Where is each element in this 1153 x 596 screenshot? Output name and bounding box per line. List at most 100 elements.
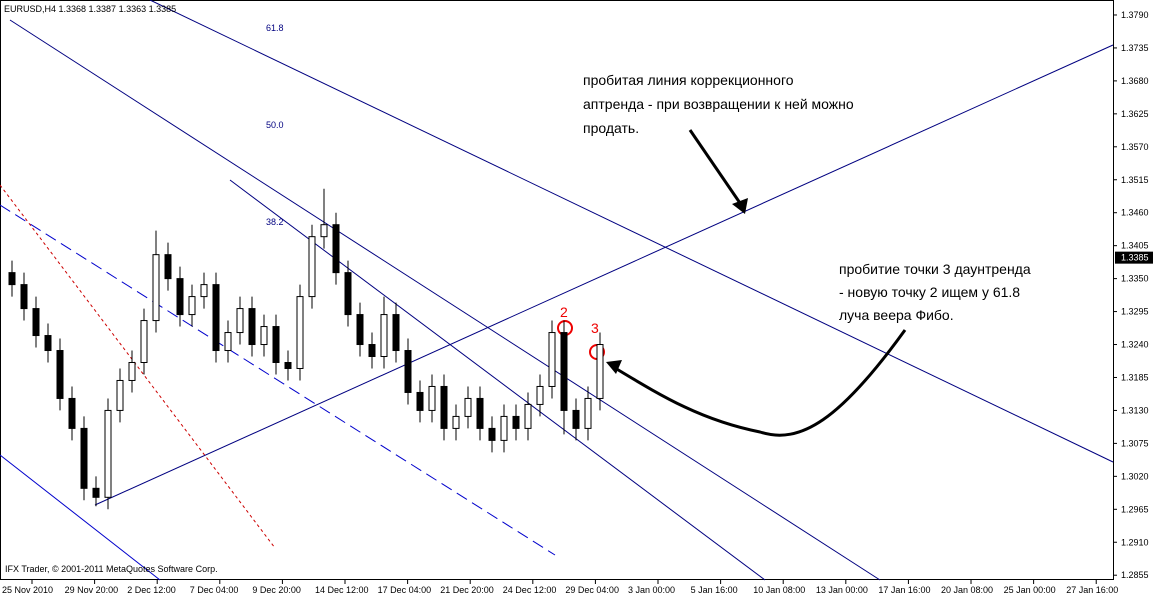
candle-body [308, 236, 316, 298]
note-line: пробитая линия коррекционного [583, 72, 794, 88]
candle-body [80, 427, 88, 489]
current-price-box [1115, 251, 1153, 264]
y-tick-label: 1.3735 [1121, 43, 1149, 53]
y-tick-label: 1.3790 [1121, 10, 1149, 20]
candle-body [380, 314, 388, 358]
note-line: продать. [583, 120, 639, 136]
candle-body [452, 415, 460, 429]
uptrend-line [94, 44, 1114, 506]
candle-body [416, 391, 424, 411]
candle-body [356, 314, 364, 346]
x-tick-label: 27 Jan 16:00 [1066, 585, 1118, 595]
curved-arrow [614, 329, 907, 437]
y-tick-label: 1.3515 [1121, 175, 1149, 185]
fibo-fan-382 [229, 179, 766, 581]
candle-body [68, 397, 76, 429]
point-label: 2 [560, 304, 568, 320]
y-tick-label: 1.3625 [1121, 109, 1149, 119]
fibo-label: 38.2 [266, 217, 284, 227]
candle-body [344, 272, 352, 316]
y-tick-label: 1.2910 [1121, 537, 1149, 547]
candle-body [224, 332, 232, 352]
candle-body [56, 350, 64, 399]
candle-body [500, 415, 508, 441]
y-tick-label: 1.3350 [1121, 274, 1149, 284]
candle-body [536, 385, 544, 405]
drawings [0, 0, 1114, 581]
x-tick-label: 24 Dec 12:00 [503, 585, 557, 595]
candle-body [320, 224, 328, 238]
fibo-fan-618 [149, 0, 1114, 463]
candle-body [392, 314, 400, 352]
candle-body [548, 332, 556, 387]
y-tick-label: 1.3405 [1121, 241, 1149, 251]
fibo-label: 50.0 [266, 120, 284, 130]
candle-body [176, 278, 184, 316]
y-tick-label: 1.3460 [1121, 208, 1149, 218]
x-tick-label: 17 Jan 16:00 [878, 585, 930, 595]
x-tick-label: 20 Jan 08:00 [941, 585, 993, 595]
x-tick-label: 29 Nov 20:00 [65, 585, 119, 595]
candle-body [260, 326, 268, 346]
x-tick-label: 7 Dec 04:00 [190, 585, 239, 595]
copyright: IFX Trader, © 2001-2011 MetaQuotes Softw… [5, 564, 218, 574]
candle-body [236, 308, 244, 334]
candle-body [128, 362, 136, 381]
candle-body [572, 409, 580, 429]
x-tick-label: 14 Dec 12:00 [315, 585, 369, 595]
note-line: - новую точку 2 ищем у 61.8 [839, 284, 1020, 300]
candle-body [368, 344, 376, 358]
header: EURUSD,H4 1.3368 1.3387 1.3363 1.3385 [4, 4, 176, 14]
candle-body [272, 326, 280, 364]
candle-body [440, 385, 448, 429]
arrow-shaft [688, 129, 744, 207]
candle-body [476, 397, 484, 429]
x-tick-label: 9 Dec 20:00 [252, 585, 301, 595]
y-tick-label: 1.3680 [1121, 76, 1149, 86]
candle-body [164, 254, 172, 280]
y-tick-label: 1.2965 [1121, 504, 1149, 514]
x-tick-label: 3 Jan 00:00 [628, 585, 675, 595]
plot-frame [0, 0, 1114, 580]
current-price-label: 1.3385 [1121, 253, 1149, 263]
note-line: аптренда - при возвращении к ней можно [583, 96, 854, 112]
y-tick-label: 1.2855 [1121, 570, 1149, 580]
x-tick-label: 10 Jan 08:00 [753, 585, 805, 595]
y-tick-label: 1.3075 [1121, 438, 1149, 448]
x-tick-label: 5 Jan 16:00 [691, 585, 738, 595]
point-label: 3 [591, 320, 599, 336]
candle-body [284, 362, 292, 369]
candle-body [200, 284, 208, 298]
candle-body [560, 332, 568, 411]
y-tick-label: 1.3570 [1121, 142, 1149, 152]
red-dotted-line [0, 184, 276, 549]
candle-body [104, 409, 112, 498]
candle-body [596, 344, 604, 399]
x-tick-label: 2 Dec 12:00 [127, 585, 176, 595]
x-tick-label: 25 Jan 00:00 [1004, 585, 1056, 595]
candle-body [32, 308, 40, 337]
channel-line [0, 454, 161, 581]
candle-body [20, 284, 28, 310]
candle-body [296, 296, 304, 369]
candle-body [212, 284, 220, 352]
candle-body [584, 397, 592, 429]
candle-body [248, 308, 256, 346]
fibo-label: 61.8 [266, 23, 284, 33]
y-tick-label: 1.3130 [1121, 405, 1149, 415]
candle-body [428, 385, 436, 411]
arrow-head [732, 198, 748, 214]
y-tick-label: 1.3295 [1121, 307, 1149, 317]
candle-body [464, 397, 472, 417]
note-line: пробитие точки 3 даунтренда [839, 261, 1031, 277]
y-tick-label: 1.3240 [1121, 340, 1149, 350]
channel-dashed [0, 204, 556, 556]
candle-body [404, 350, 412, 393]
fibo-fan-500 [9, 19, 881, 581]
x-tick-label: 17 Dec 04:00 [378, 585, 432, 595]
candle-body [92, 487, 100, 498]
x-tick-label: 29 Dec 04:00 [565, 585, 619, 595]
candle-body [44, 335, 52, 352]
candle-body [188, 296, 196, 316]
